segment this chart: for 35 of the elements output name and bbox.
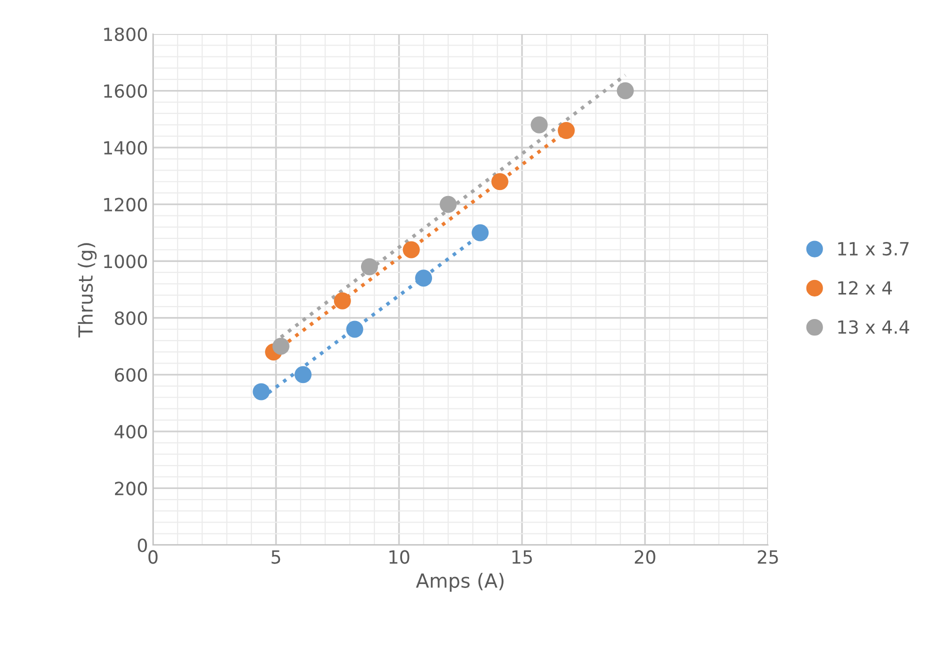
point: [272, 338, 290, 355]
x-tick-label: 5: [272, 550, 280, 564]
x-tick-label: 0: [148, 550, 158, 564]
point: [252, 383, 270, 400]
x-tick-label: 10: [389, 550, 410, 564]
point: [530, 116, 548, 134]
point: [334, 292, 351, 310]
y-tick-label: 1000: [104, 254, 147, 268]
point: [415, 270, 432, 287]
point: [491, 173, 508, 190]
point: [402, 241, 420, 258]
point: [616, 82, 634, 100]
x-axis-title: Amps (A): [416, 572, 504, 592]
y-tick-label: 400: [114, 424, 147, 439]
legend-label: 13 x 4.4: [838, 320, 910, 334]
x-tick-label: 25: [758, 550, 778, 564]
y-tick-label: 1600: [104, 84, 147, 98]
point: [294, 366, 312, 384]
point: [558, 122, 575, 140]
y-tick-label: 0: [138, 538, 147, 552]
y-tick-label: 1200: [104, 198, 147, 212]
y-tick-label: 1400: [104, 141, 147, 155]
point: [360, 258, 378, 276]
point: [440, 196, 457, 213]
y-tick-label: 1800: [104, 27, 147, 42]
legend-label: 12 x 4: [838, 281, 892, 294]
point: [472, 224, 489, 242]
legend-label: 11 x 3.7: [838, 242, 909, 256]
y-axis-title: Thrust (g): [78, 243, 97, 338]
y-tick-label: 600: [114, 368, 147, 382]
x-tick-label: 20: [634, 550, 656, 564]
x-tick-label: 15: [512, 550, 532, 564]
y-tick-label: 200: [115, 482, 147, 496]
y-tick-label: 800: [114, 311, 147, 326]
point: [346, 320, 364, 338]
